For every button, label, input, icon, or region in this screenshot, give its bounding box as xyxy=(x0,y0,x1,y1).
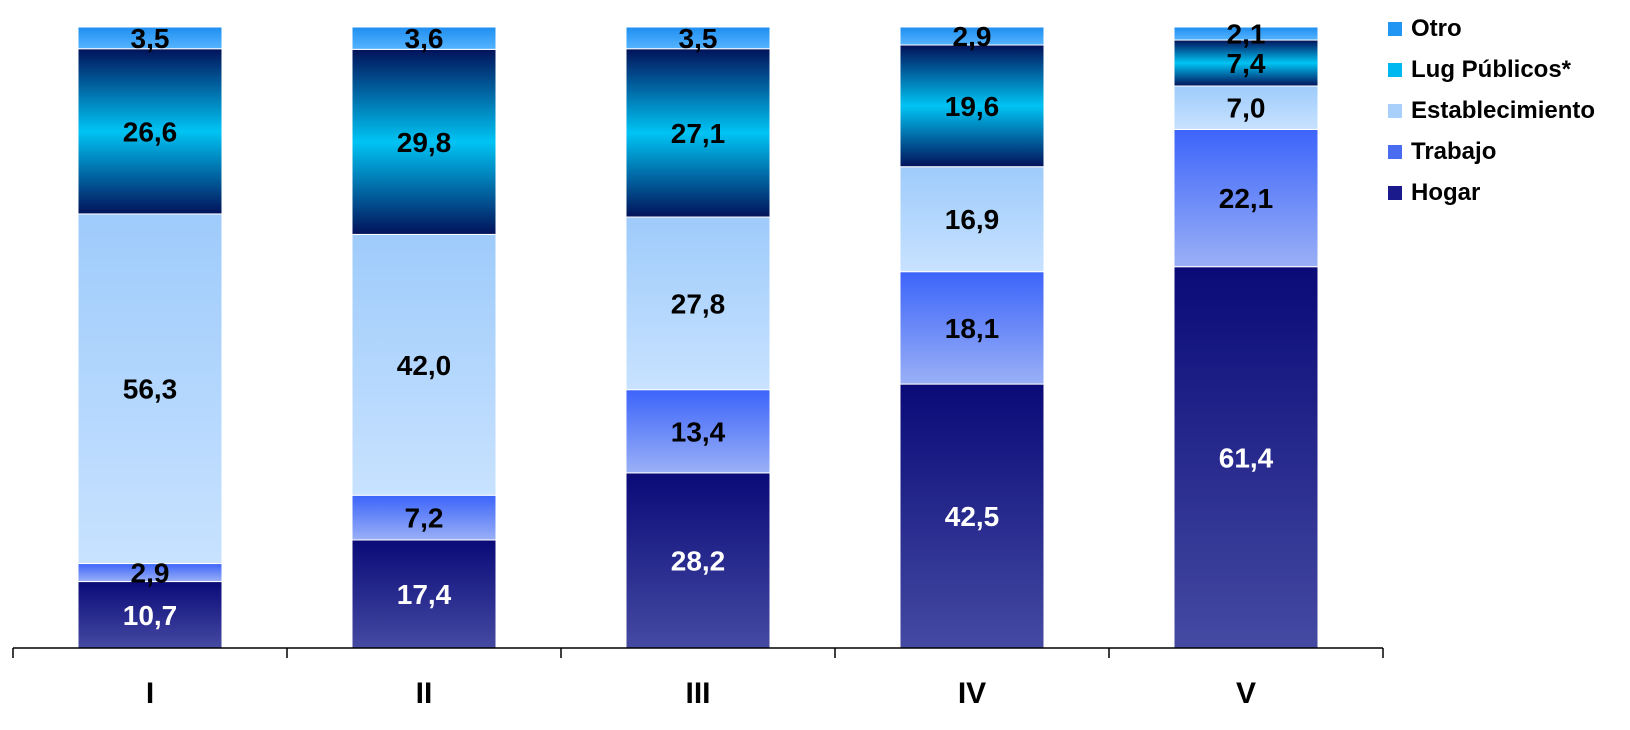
bar-segment-IV-3 xyxy=(899,166,1045,273)
bar-segment-I-4 xyxy=(77,48,223,215)
x-tick-label-I: I xyxy=(146,677,154,710)
bar-segment-III-1 xyxy=(625,472,771,649)
data-label-III-5: 3,5 xyxy=(679,23,718,54)
data-label-I-2: 2,9 xyxy=(131,558,170,589)
bar-segment-V-2 xyxy=(1173,128,1319,268)
data-labels-layer: 10,7 2,9 56,3 26,6 3,5 17,4 7,2 42,0 29,8 3,6 28,2… xyxy=(123,19,1274,631)
data-label-II-2: 7,2 xyxy=(405,503,444,534)
bar-segment-IV-2 xyxy=(899,271,1045,385)
bar-segment-V-1 xyxy=(1173,266,1319,649)
data-label-II-4: 29,8 xyxy=(397,127,452,158)
data-label-I-5: 3,5 xyxy=(131,23,170,54)
x-tick-label-II: II xyxy=(416,677,433,710)
legend-label: Otro xyxy=(1411,14,1462,42)
legend-label: Hogar xyxy=(1411,178,1481,206)
legend-swatch xyxy=(1388,103,1402,118)
data-label-IV-2: 18,1 xyxy=(945,313,1000,344)
bars-layer xyxy=(77,26,1319,649)
x-tick-label-V: V xyxy=(1236,677,1256,710)
legend-item: Lug Públicos* xyxy=(1388,49,1595,90)
data-label-II-3: 42,0 xyxy=(397,350,452,381)
data-label-V-1: 61,4 xyxy=(1219,442,1274,473)
legend-item: Establecimiento xyxy=(1388,90,1595,131)
bar-segment-III-5 xyxy=(625,26,771,50)
data-label-V-5: 2,1 xyxy=(1227,19,1266,50)
bar-segment-II-4 xyxy=(351,48,497,235)
legend-label: Lug Públicos* xyxy=(1411,55,1572,83)
data-label-III-3: 27,8 xyxy=(671,288,726,319)
data-label-I-4: 26,6 xyxy=(123,116,178,147)
x-tick-label-III: III xyxy=(685,677,710,710)
legend-swatch xyxy=(1388,144,1402,159)
data-label-III-1: 28,2 xyxy=(671,545,726,576)
data-label-IV-4: 19,6 xyxy=(945,91,1000,122)
bar-segment-II-3 xyxy=(351,233,497,496)
bar-segment-V-4 xyxy=(1173,39,1319,87)
data-label-III-2: 13,4 xyxy=(671,416,726,447)
x-tick-label-IV: IV xyxy=(958,677,986,710)
bar-segment-III-3 xyxy=(625,216,771,391)
bar-segment-I-1 xyxy=(77,581,223,649)
data-label-II-1: 17,4 xyxy=(397,579,452,610)
bar-segment-III-4 xyxy=(625,48,771,218)
legend-swatch xyxy=(1388,21,1402,36)
bar-segment-I-5 xyxy=(77,26,223,50)
bar-segment-II-2 xyxy=(351,494,497,541)
data-label-I-3: 56,3 xyxy=(123,374,178,405)
x-axis: I II III IV V xyxy=(12,647,1384,710)
bar-segment-IV-1 xyxy=(899,383,1045,649)
data-label-I-1: 10,7 xyxy=(123,600,178,631)
data-label-II-5: 3,6 xyxy=(405,23,444,54)
legend-label: Trabajo xyxy=(1411,137,1497,165)
bar-segment-III-2 xyxy=(625,389,771,474)
data-label-III-4: 27,1 xyxy=(671,118,726,149)
bar-segment-V-3 xyxy=(1173,85,1319,130)
legend: Otro Lug Públicos* Establecimiento Trabajo H… xyxy=(1388,8,1595,213)
bar-segment-II-5 xyxy=(351,26,497,50)
legend-item: Hogar xyxy=(1388,172,1595,213)
legend-swatch xyxy=(1388,185,1402,200)
data-label-V-4: 7,4 xyxy=(1227,48,1266,79)
data-label-IV-3: 16,9 xyxy=(945,204,1000,235)
bar-segment-IV-5 xyxy=(899,26,1045,46)
legend-item: Trabajo xyxy=(1388,131,1595,172)
data-label-IV-5: 2,9 xyxy=(953,21,992,52)
legend-swatch xyxy=(1388,62,1402,77)
legend-label: Establecimiento xyxy=(1411,96,1596,124)
data-label-V-3: 7,0 xyxy=(1227,93,1266,124)
data-label-IV-1: 42,5 xyxy=(945,501,1000,532)
legend-item: Otro xyxy=(1388,8,1595,49)
bar-segment-IV-4 xyxy=(899,44,1045,168)
data-label-V-2: 22,1 xyxy=(1219,183,1274,214)
bar-segment-V-5 xyxy=(1173,26,1319,41)
